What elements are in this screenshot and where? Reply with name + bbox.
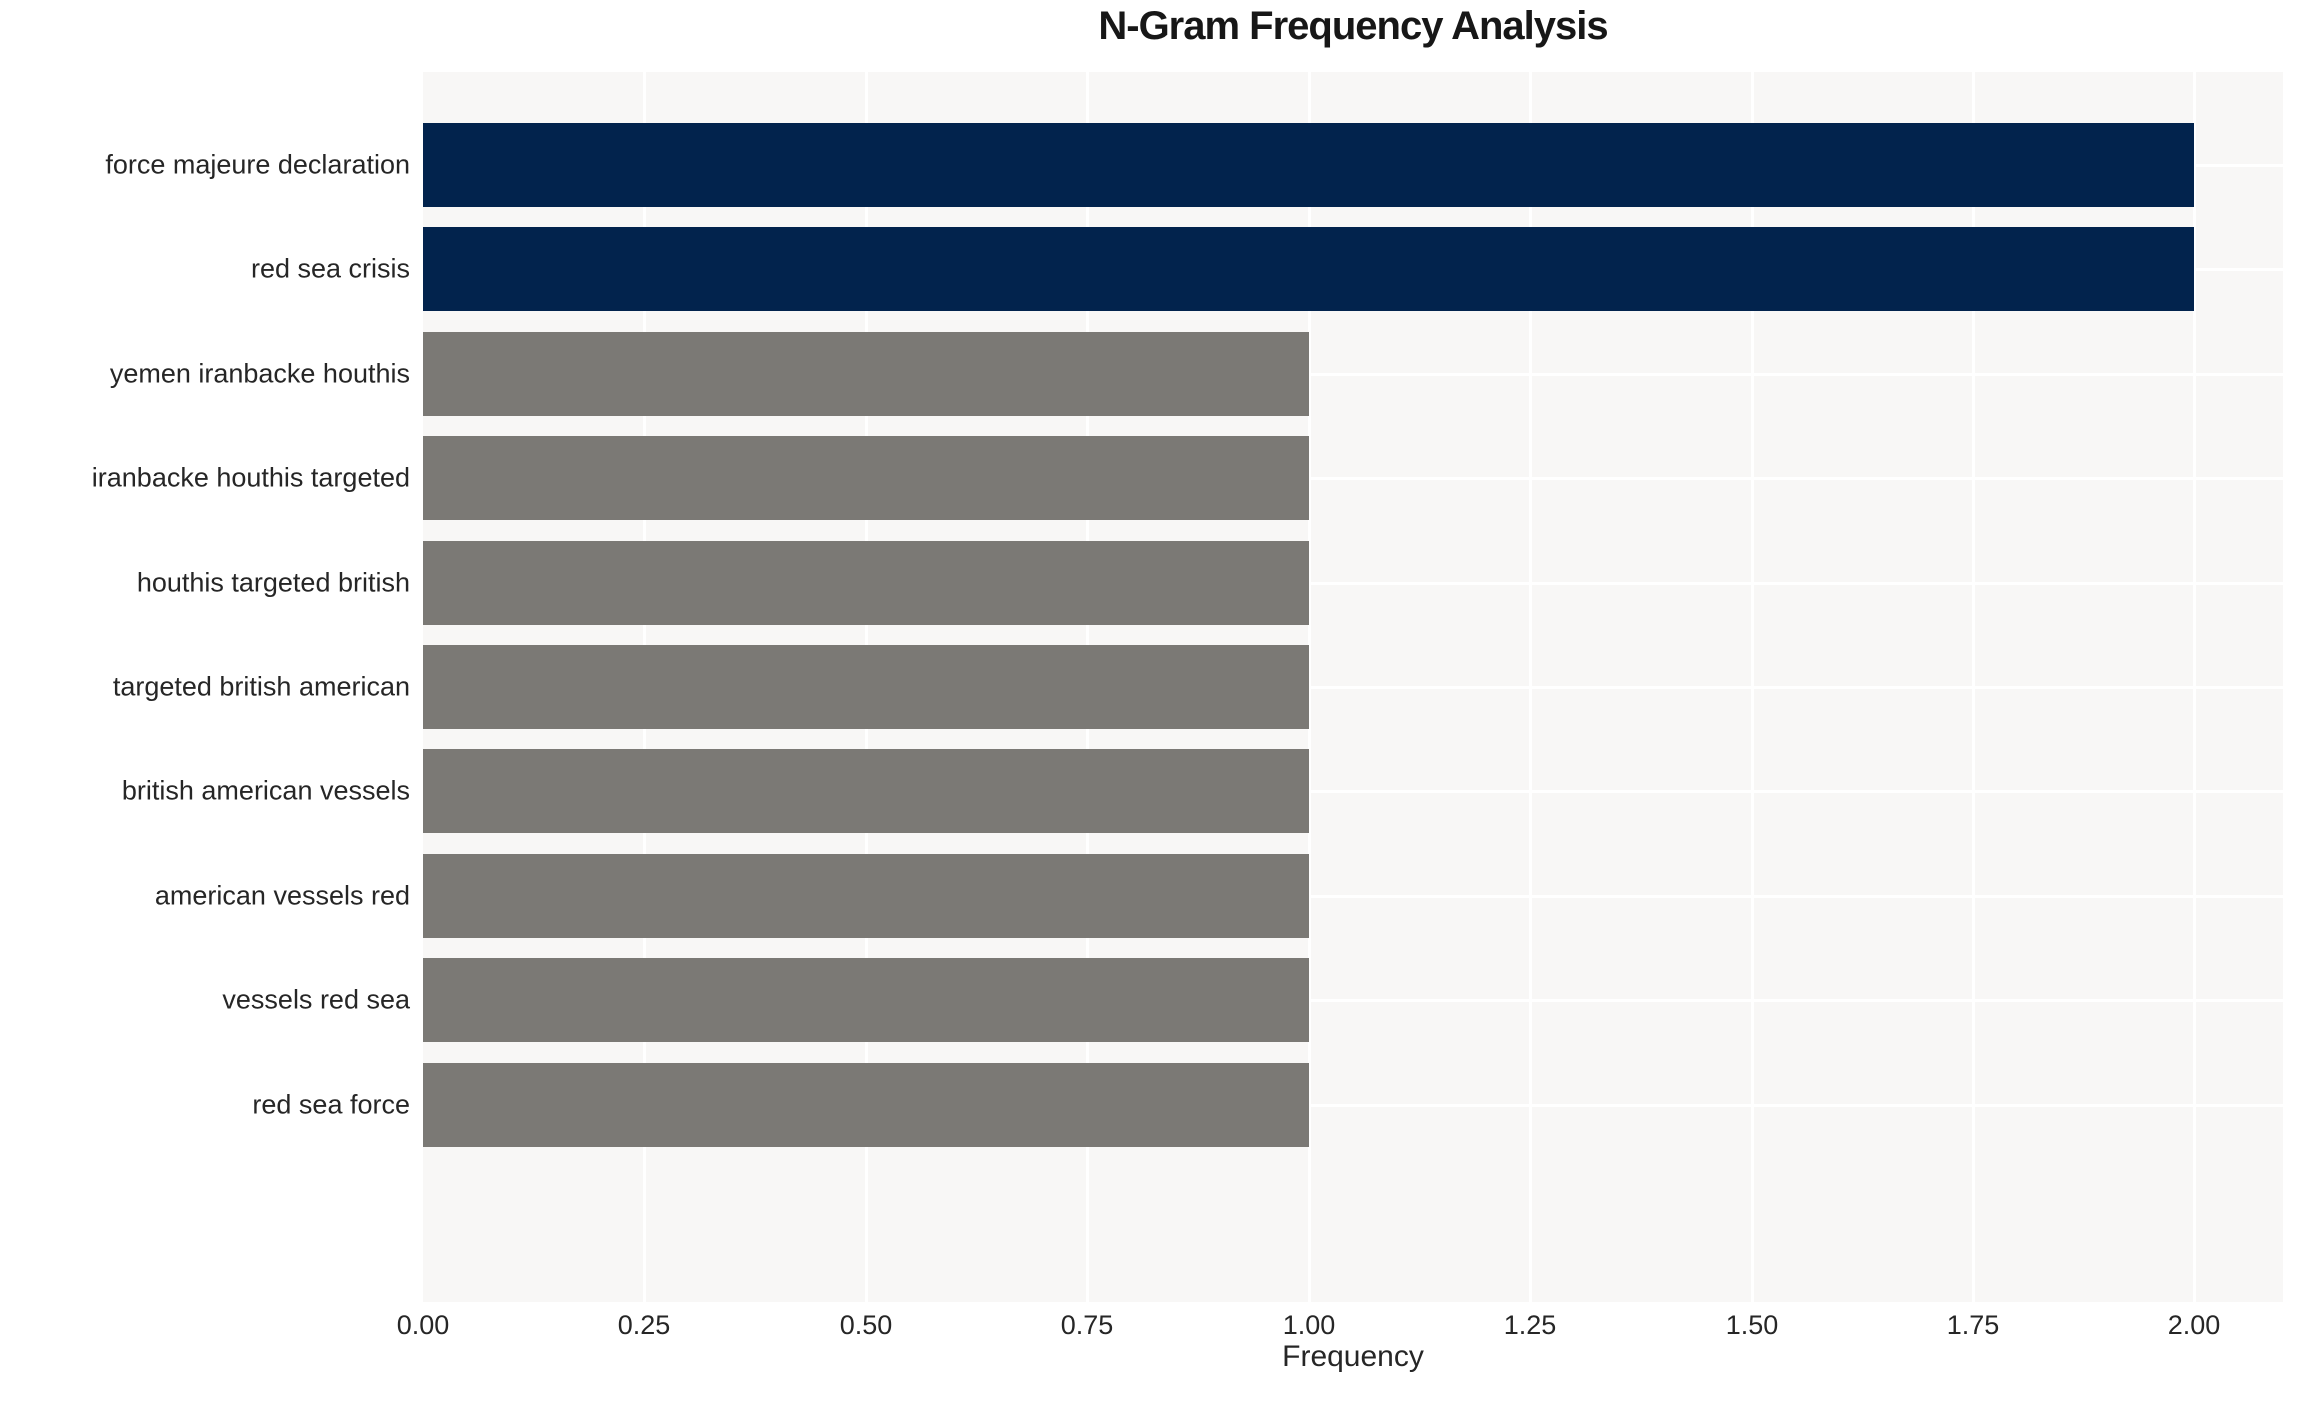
category-label: force majeure declaration xyxy=(105,149,410,180)
category-label: british american vessels xyxy=(121,775,410,806)
horizontal-gridline xyxy=(423,372,2283,376)
category-label: iranbacke houthis targeted xyxy=(91,462,410,493)
x-tick-label: 1.25 xyxy=(1503,1310,1557,1340)
horizontal-gridline xyxy=(423,790,2283,794)
x-tick-label: 1.75 xyxy=(1946,1310,2000,1340)
horizontal-gridline xyxy=(423,999,2283,1003)
category-label: houthis targeted british xyxy=(136,567,410,598)
x-tick-label: 1.50 xyxy=(1725,1310,1779,1340)
category-label: targeted british american xyxy=(112,671,410,702)
chart-title: N-Gram Frequency Analysis xyxy=(1098,4,1608,48)
horizontal-gridline xyxy=(423,686,2283,689)
horizontal-gridline xyxy=(423,1103,2283,1107)
x-tick-label: 0.00 xyxy=(396,1310,450,1340)
bar-2 xyxy=(423,332,1309,416)
bar-0 xyxy=(423,123,2195,207)
bar-1 xyxy=(423,227,2195,311)
bar-9 xyxy=(423,1063,1309,1147)
bar-4 xyxy=(423,541,1309,625)
x-tick-label: 0.50 xyxy=(839,1310,893,1340)
plot-area xyxy=(423,72,2283,1302)
bar-8 xyxy=(423,958,1309,1042)
category-label: vessels red sea xyxy=(222,984,410,1015)
x-tick-label: 0.25 xyxy=(617,1310,671,1340)
x-tick-label: 1.00 xyxy=(1282,1310,1336,1340)
horizontal-gridline xyxy=(423,477,2283,481)
x-tick-label: 0.75 xyxy=(1060,1310,1114,1340)
horizontal-gridline xyxy=(423,581,2283,585)
bar-6 xyxy=(423,749,1309,833)
category-label: american vessels red xyxy=(154,880,410,911)
horizontal-gridline xyxy=(423,894,2283,898)
bar-5 xyxy=(423,645,1309,729)
category-label: red sea force xyxy=(252,1089,410,1120)
bar-3 xyxy=(423,436,1309,520)
x-tick-label: 2.00 xyxy=(2167,1310,2221,1340)
category-label: red sea crisis xyxy=(250,253,410,284)
category-label: yemen iranbacke houthis xyxy=(109,358,410,389)
bar-7 xyxy=(423,854,1309,938)
x-axis-title: Frequency xyxy=(1282,1340,1424,1373)
